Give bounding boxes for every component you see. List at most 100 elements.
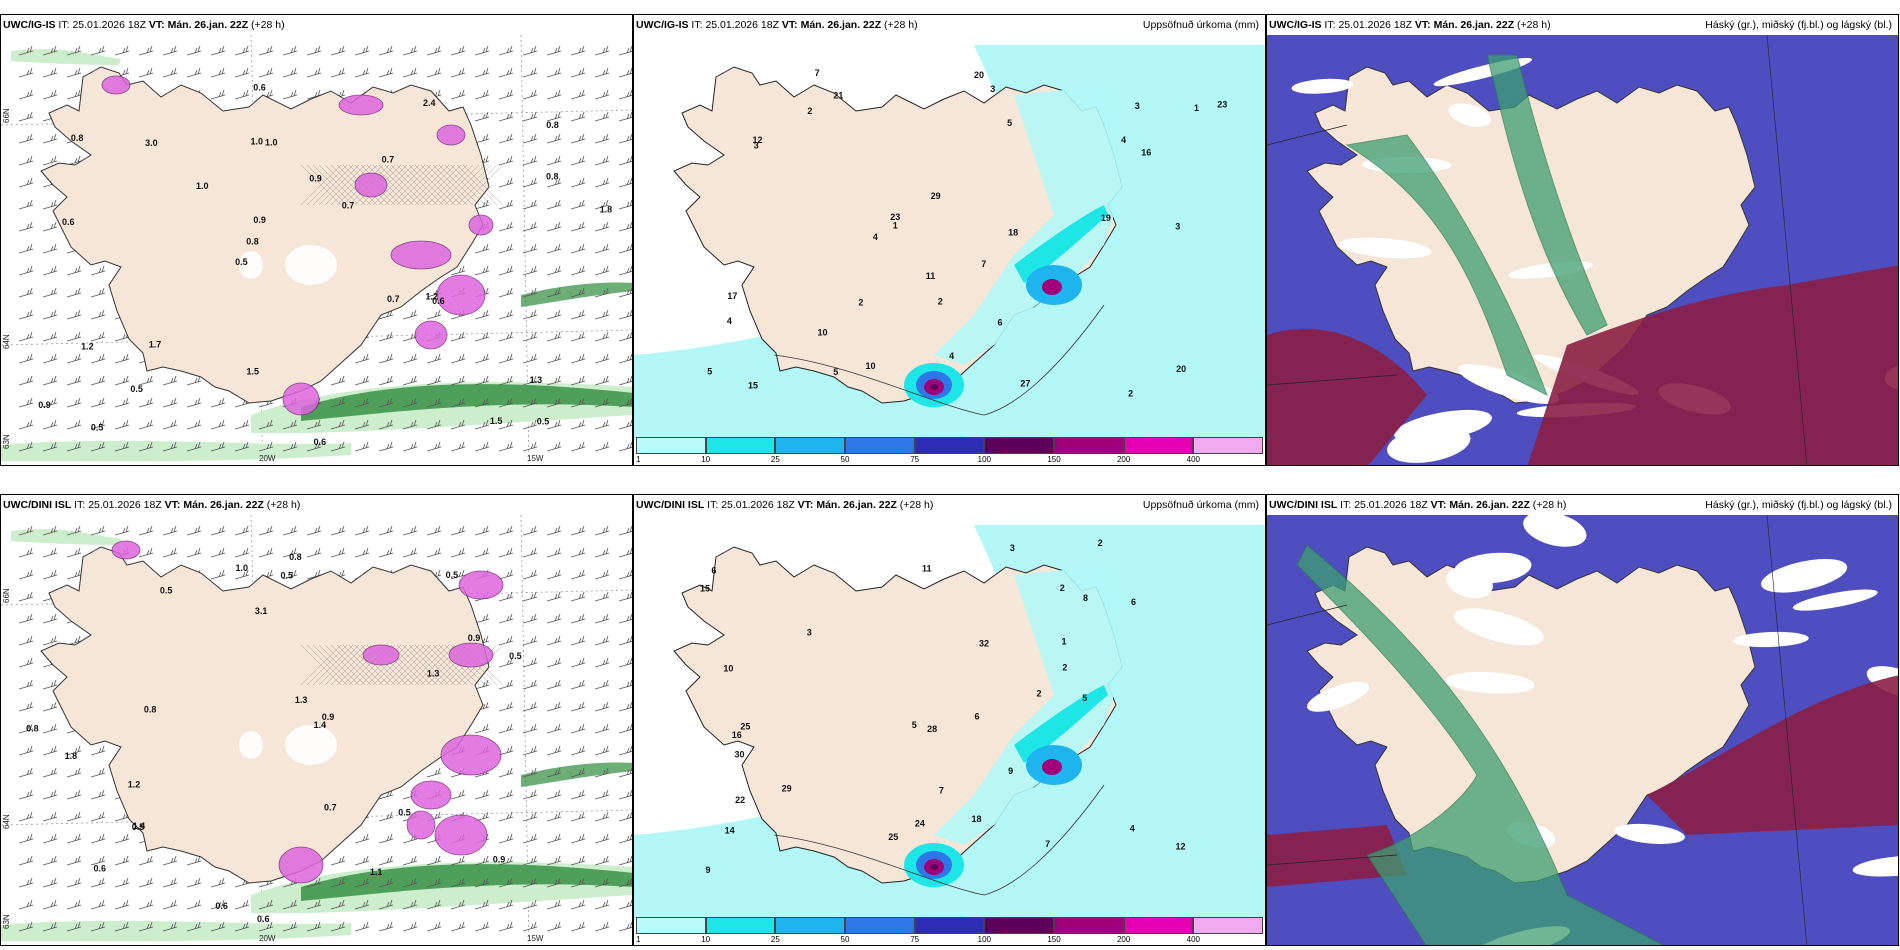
wind-barb [42,441,58,452]
wind-barb [474,353,490,364]
precip-value-label: 6 [975,712,980,722]
wind-barb [18,441,34,452]
wind-barb [42,525,58,536]
wind-value-label: 0.6 [314,437,327,447]
wind-barb [66,767,82,778]
precip-value-label: 8 [1083,593,1088,603]
wind-barb [570,635,586,646]
wind-barb [546,525,562,536]
wind-barb [450,419,466,430]
precip-blob [434,814,488,856]
wind-barb [570,375,586,386]
wind-barb [474,419,490,430]
wind-barb [570,591,586,602]
colorbar-segment [636,437,706,454]
wind-barb [66,921,82,932]
wind-barb [66,419,82,430]
wind-barb [426,899,442,910]
wind-barb [66,287,82,298]
wind-barb [354,547,370,558]
wind-barb [162,45,178,56]
wind-barb [330,67,346,78]
wind-barb [426,397,442,408]
wind-value-label: 0.9 [253,215,266,225]
wind-barb [234,569,250,580]
wind-barb [546,287,562,298]
wind-barb [618,177,632,188]
wind-barb [18,877,34,888]
wind-barb [42,899,58,910]
wind-barb [498,613,514,624]
wind-value-label: 0.7 [324,803,337,813]
wind-barb [546,177,562,188]
wind-barb [66,353,82,364]
wind-band-light [1,440,351,462]
wind-barb [522,243,538,254]
wind-barb [618,67,632,78]
precip-value-label: 24 [915,818,925,828]
wind-barb [498,177,514,188]
wind-barb [378,877,394,888]
wind-barb [546,441,562,452]
wind-barb [402,525,418,536]
precip-value-label: 11 [926,271,936,281]
model-name: UWC/DINI ISL [3,499,72,511]
wind-barb [522,67,538,78]
wind-barb [474,921,490,932]
wind-barb [498,89,514,100]
wind-barb [618,441,632,452]
wind-barb [450,547,466,558]
wind-barb [570,877,586,888]
colorbar-segment [1193,917,1263,934]
wind-barb [570,155,586,166]
wind-barb [90,789,106,800]
precip-value-label: 16 [1141,148,1151,158]
hatch-area [426,164,468,206]
colorbar-segment [1054,917,1124,934]
wind-barb [594,547,610,558]
wind-barb [498,243,514,254]
precip-value-label: 23 [890,212,900,222]
wind-barb [90,833,106,844]
wind-barb [426,375,442,386]
wind-barb [594,855,610,866]
wind-barb [282,89,298,100]
wind-barb [42,613,58,624]
wind-barb [18,701,34,712]
model-name: UWC/IG-IS [636,19,689,31]
wind-barb [210,525,226,536]
wind-barb [450,331,466,342]
precip-blob [390,240,452,270]
wind-barb [378,441,394,452]
lat-label: 64N [2,814,11,829]
wind-barb [306,45,322,56]
colorbar-segment [636,917,706,934]
wind-barb [402,877,418,888]
precip-value-label: 15 [700,583,710,593]
precip-value-label: 7 [981,259,986,269]
wind-barb [90,855,106,866]
wind-barb [594,525,610,536]
wind-barb [42,789,58,800]
wind-value-label: 0.5 [130,384,143,394]
clear-sky-patch [1733,631,1809,648]
wind-barb [282,569,298,580]
wind-barb [594,375,610,386]
wind-band-dark [521,282,632,307]
wind-barb [66,89,82,100]
wind-barb [522,745,538,756]
wind-barb [618,45,632,56]
valid-time: Mán. 26.jan. 22Z [1449,499,1530,511]
wind-barb [546,767,562,778]
wind-barb [450,855,466,866]
wind-value-label: 1.2 [81,342,94,352]
clear-sky-patch [1761,558,1848,593]
wind-barb [90,45,106,56]
wind-value-label: 1.2 [128,779,141,789]
precip-value-label: 14 [725,826,735,836]
wind-barb [474,199,490,210]
clear-sky-patch [1457,364,1560,404]
wind-barb [186,45,202,56]
wind-barb [498,111,514,122]
wind-barb [90,921,106,932]
